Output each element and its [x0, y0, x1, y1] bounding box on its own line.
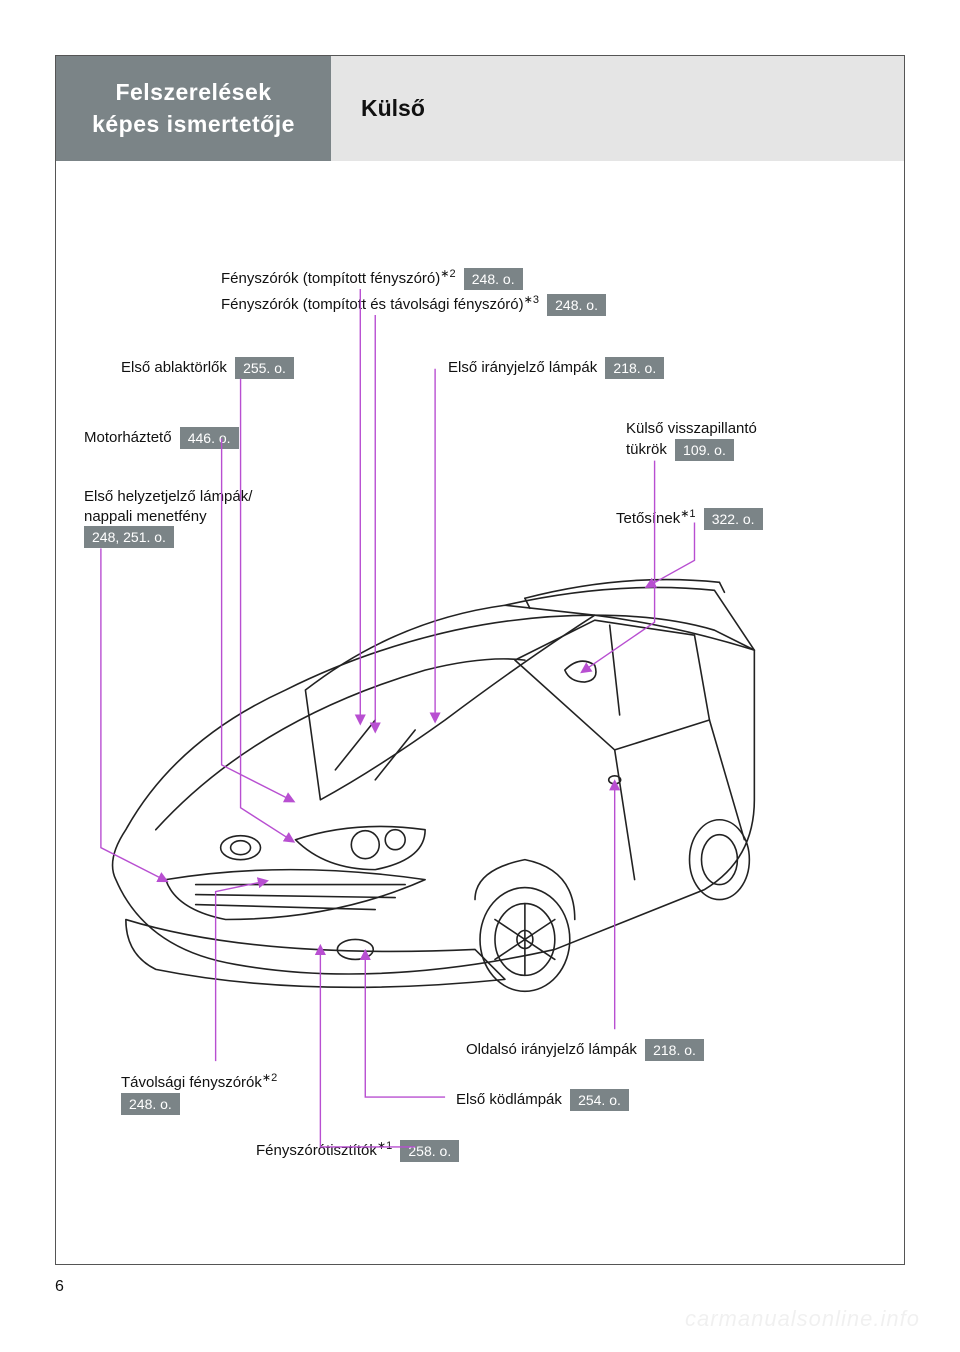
diagram-body: Fényszórók (tompított fényszóró)∗2 248. … — [56, 161, 904, 1264]
label-side-turn: Oldalsó irányjelző lámpák 218. o. — [466, 1039, 704, 1061]
callout-arrows — [101, 289, 695, 1147]
label-text-line2: tükrök — [626, 441, 667, 458]
page-ref-pill[interactable]: 248. o. — [121, 1093, 180, 1115]
label-high-beam: Távolsági fényszórók∗2 248. o. — [121, 1071, 321, 1115]
label-text: Oldalsó irányjelző lámpák — [466, 1041, 637, 1058]
label-text: Motorháztető — [84, 429, 172, 446]
label-text: Tetősínek — [616, 510, 680, 527]
label-position-drl: Első helyzetjelző lámpák/ nappali menetf… — [84, 487, 304, 548]
label-text: Fényszórók (tompított fényszóró) — [221, 270, 440, 287]
header-left-line1: Felszerelések — [56, 77, 331, 108]
page-ref-pill[interactable]: 446. o. — [180, 427, 239, 449]
manual-page: Felszerelések képes ismertetője Külső Fé… — [55, 55, 905, 1265]
page-ref-pill[interactable]: 248. o. — [547, 294, 606, 316]
page-ref-pill[interactable]: 258. o. — [400, 1140, 459, 1162]
page-ref-pill[interactable]: 255. o. — [235, 357, 294, 379]
label-sup: ∗1 — [377, 1140, 392, 1152]
label-mirrors: Külső visszapillantó tükrök 109. o. — [626, 419, 846, 461]
label-text: Első ablaktörlők — [121, 359, 227, 376]
label-text: Fényszórók (tompított és távolsági fénys… — [221, 296, 524, 313]
label-washer: Fényszórótisztítók∗1 258. o. — [256, 1139, 459, 1162]
label-text: Első ködlámpák — [456, 1091, 562, 1108]
label-headlights-both: Fényszórók (tompított és távolsági fénys… — [221, 293, 606, 316]
page-ref-pill[interactable]: 248, 251. o. — [84, 526, 174, 548]
page-header: Felszerelések képes ismertetője Külső — [56, 56, 904, 161]
page-ref-pill[interactable]: 218. o. — [605, 357, 664, 379]
page-ref-pill[interactable]: 109. o. — [675, 439, 734, 461]
label-sup: ∗3 — [524, 294, 539, 306]
header-topic: Külső — [331, 56, 904, 161]
label-sup: ∗1 — [680, 508, 695, 520]
page-ref-pill[interactable]: 254. o. — [570, 1089, 629, 1111]
label-fog: Első ködlámpák 254. o. — [456, 1089, 629, 1111]
label-sup: ∗2 — [440, 268, 455, 280]
page-ref-pill[interactable]: 322. o. — [704, 508, 763, 530]
label-roofrails: Tetősínek∗1 322. o. — [616, 507, 763, 530]
label-text-line2: nappali menetfény — [84, 508, 207, 525]
label-hood: Motorháztető 446. o. — [84, 427, 239, 449]
header-right-text: Külső — [361, 95, 425, 122]
label-turn-front: Első irányjelző lámpák 218. o. — [448, 357, 664, 379]
watermark: carmanualsonline.info — [685, 1306, 920, 1332]
header-left-line2: képes ismertetője — [56, 109, 331, 140]
label-text: Távolsági fényszórók — [121, 1074, 262, 1091]
label-text: Fényszórótisztítók — [256, 1142, 377, 1159]
header-section-title: Felszerelések képes ismertetője — [56, 56, 331, 161]
car-illustration — [113, 580, 755, 992]
label-text: Első irányjelző lámpák — [448, 359, 597, 376]
label-text-line1: Külső visszapillantó — [626, 420, 757, 437]
label-sup: ∗2 — [262, 1072, 277, 1084]
label-text-line1: Első helyzetjelző lámpák/ — [84, 488, 252, 505]
page-ref-pill[interactable]: 218. o. — [645, 1039, 704, 1061]
label-headlights-low: Fényszórók (tompított fényszóró)∗2 248. … — [221, 267, 523, 290]
page-ref-pill[interactable]: 248. o. — [464, 268, 523, 290]
page-number: 6 — [55, 1278, 64, 1296]
label-wipers: Első ablaktörlők 255. o. — [121, 357, 294, 379]
